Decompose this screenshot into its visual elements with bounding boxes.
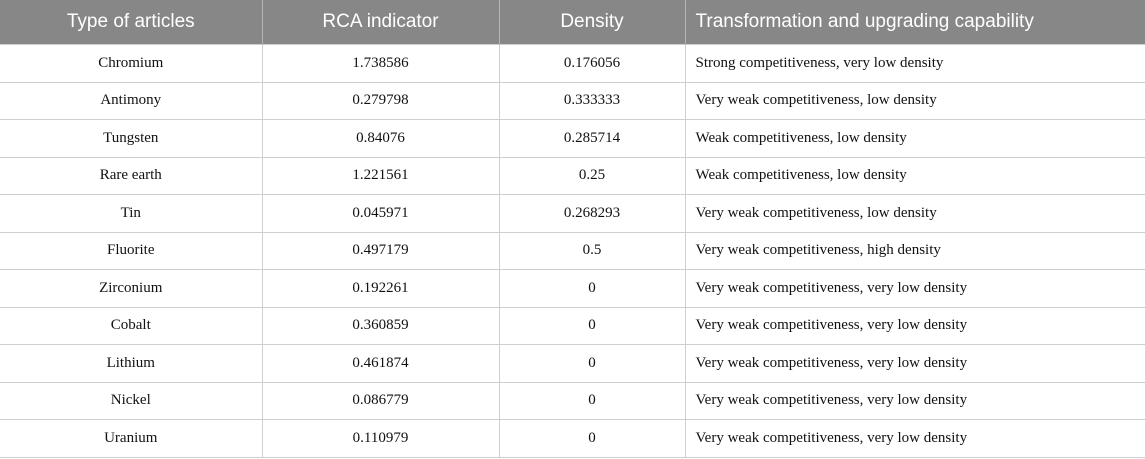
cell-density: 0 bbox=[498, 269, 686, 308]
cell-rca: 1.738586 bbox=[261, 44, 500, 83]
cell-rca: 0.110979 bbox=[261, 419, 500, 458]
cell-rca: 1.221561 bbox=[261, 156, 500, 195]
cell-density: 0 bbox=[498, 344, 686, 383]
cell-type: Uranium bbox=[0, 419, 263, 458]
table-row: Chromium 1.738586 0.176056 Strong compet… bbox=[0, 44, 1145, 83]
cell-rca: 0.497179 bbox=[261, 231, 500, 270]
cell-density: 0 bbox=[498, 306, 686, 345]
cell-density: 0.25 bbox=[498, 156, 686, 195]
cell-density: 0.268293 bbox=[498, 194, 686, 233]
cell-capability: Very weak competitiveness, low density bbox=[684, 81, 1145, 120]
cell-density: 0 bbox=[498, 419, 686, 458]
cell-rca: 0.84076 bbox=[261, 119, 500, 158]
table-row: Zirconium 0.192261 0 Very weak competiti… bbox=[0, 269, 1145, 308]
header-row: Type of articles RCA indicator Density T… bbox=[0, 0, 1145, 45]
cell-density: 0.5 bbox=[498, 231, 686, 270]
cell-type: Cobalt bbox=[0, 306, 263, 345]
header-density: Density bbox=[499, 0, 686, 45]
cell-capability: Weak competitiveness, low density bbox=[684, 119, 1145, 158]
table-row: Nickel 0.086779 0 Very weak competitiven… bbox=[0, 381, 1145, 420]
cell-capability: Very weak competitiveness, low density bbox=[684, 194, 1145, 233]
cell-rca: 0.192261 bbox=[261, 269, 500, 308]
cell-type: Antimony bbox=[0, 81, 263, 120]
cell-type: Fluorite bbox=[0, 231, 263, 270]
cell-capability: Very weak competitiveness, high density bbox=[684, 231, 1145, 270]
cell-type: Lithium bbox=[0, 344, 263, 383]
cell-density: 0.176056 bbox=[498, 44, 686, 83]
header-rca: RCA indicator bbox=[262, 0, 500, 45]
table-row: Lithium 0.461874 0 Very weak competitive… bbox=[0, 344, 1145, 383]
cell-type: Chromium bbox=[0, 44, 263, 83]
table-row: Fluorite 0.497179 0.5 Very weak competit… bbox=[0, 231, 1145, 270]
table-row: Tin 0.045971 0.268293 Very weak competit… bbox=[0, 194, 1145, 233]
table-row: Cobalt 0.360859 0 Very weak competitiven… bbox=[0, 306, 1145, 345]
cell-capability: Very weak competitiveness, very low dens… bbox=[684, 381, 1145, 420]
cell-capability: Strong competitiveness, very low density bbox=[684, 44, 1145, 83]
cell-type: Tin bbox=[0, 194, 263, 233]
cell-capability: Very weak competitiveness, very low dens… bbox=[684, 344, 1145, 383]
cell-type: Nickel bbox=[0, 381, 263, 420]
header-capability: Transformation and upgrading capability bbox=[685, 0, 1145, 45]
table-row: Antimony 0.279798 0.333333 Very weak com… bbox=[0, 81, 1145, 120]
cell-capability: Very weak competitiveness, very low dens… bbox=[684, 306, 1145, 345]
cell-rca: 0.461874 bbox=[261, 344, 500, 383]
cell-capability: Very weak competitiveness, very low dens… bbox=[684, 419, 1145, 458]
cell-type: Zirconium bbox=[0, 269, 263, 308]
cell-density: 0.333333 bbox=[498, 81, 686, 120]
cell-density: 0.285714 bbox=[498, 119, 686, 158]
table-row: Rare earth 1.221561 0.25 Weak competitiv… bbox=[0, 156, 1145, 195]
cell-type: Rare earth bbox=[0, 156, 263, 195]
cell-rca: 0.360859 bbox=[261, 306, 500, 345]
cell-type: Tungsten bbox=[0, 119, 263, 158]
table-row: Tungsten 0.84076 0.285714 Weak competiti… bbox=[0, 119, 1145, 158]
cell-rca: 0.086779 bbox=[261, 381, 500, 420]
header-type: Type of articles bbox=[0, 0, 263, 45]
cell-capability: Weak competitiveness, low density bbox=[684, 156, 1145, 195]
table-row: Uranium 0.110979 0 Very weak competitive… bbox=[0, 419, 1145, 458]
cell-rca: 0.279798 bbox=[261, 81, 500, 120]
cell-capability: Very weak competitiveness, very low dens… bbox=[684, 269, 1145, 308]
cell-rca: 0.045971 bbox=[261, 194, 500, 233]
cell-density: 0 bbox=[498, 381, 686, 420]
